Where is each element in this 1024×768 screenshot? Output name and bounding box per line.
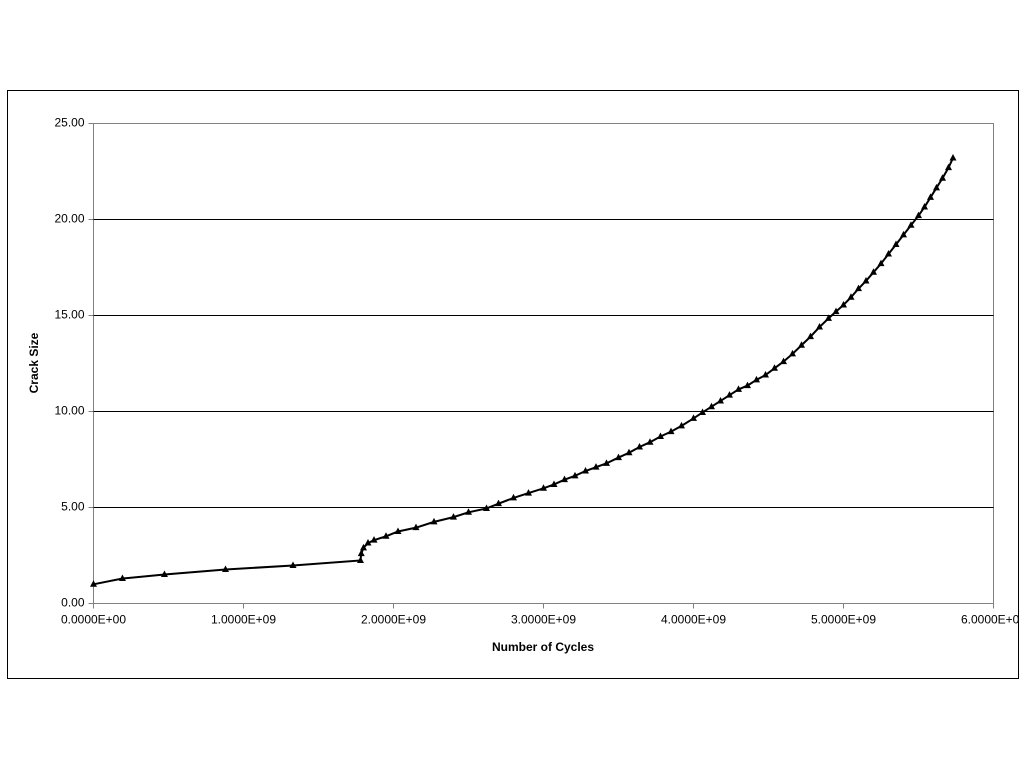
marker bbox=[646, 438, 654, 445]
marker bbox=[870, 268, 877, 275]
marker bbox=[832, 307, 840, 315]
marker bbox=[382, 532, 390, 539]
marker bbox=[816, 323, 823, 330]
y-tick-label: 20.00 bbox=[54, 212, 84, 226]
marker bbox=[289, 561, 297, 568]
y-tick-label: 0.00 bbox=[61, 596, 85, 610]
y-tick-label: 10.00 bbox=[54, 404, 84, 418]
marker bbox=[949, 154, 957, 161]
marker bbox=[699, 408, 706, 415]
x-tick-label: 4.0000E+09 bbox=[661, 613, 726, 627]
marker bbox=[862, 276, 870, 284]
marker bbox=[678, 421, 685, 429]
plot-area bbox=[93, 123, 994, 604]
marker bbox=[357, 549, 365, 557]
marker bbox=[789, 349, 796, 357]
marker bbox=[798, 341, 805, 348]
x-axis-labels: 0.0000E+00 1.0000E+09 2.0000E+09 3.0000E+09… bbox=[61, 613, 1024, 627]
x-tick-label: 3.0000E+09 bbox=[511, 613, 576, 627]
x-tick-label: 6.0000E+09 bbox=[961, 613, 1024, 627]
marker bbox=[945, 163, 952, 171]
x-tick-label: 1.0000E+09 bbox=[211, 613, 276, 627]
marker bbox=[412, 523, 420, 531]
marker bbox=[667, 427, 675, 435]
marker bbox=[571, 471, 579, 479]
marker bbox=[877, 259, 885, 267]
marker bbox=[615, 453, 622, 461]
y-tick-label: 25.00 bbox=[54, 116, 84, 130]
marker bbox=[625, 448, 633, 456]
marker bbox=[915, 211, 922, 219]
marker bbox=[222, 565, 229, 573]
marker bbox=[603, 459, 610, 466]
marker bbox=[933, 183, 940, 191]
marker bbox=[939, 174, 946, 181]
marker bbox=[708, 402, 715, 410]
marker bbox=[483, 504, 490, 511]
marker bbox=[592, 463, 600, 470]
marker bbox=[465, 508, 472, 515]
marker bbox=[892, 240, 900, 247]
marker bbox=[561, 475, 568, 483]
marker bbox=[495, 499, 502, 507]
x-tick-label: 2.0000E+09 bbox=[361, 613, 426, 627]
marker bbox=[364, 539, 372, 546]
marker bbox=[394, 527, 402, 534]
marker bbox=[780, 357, 787, 365]
marker bbox=[921, 203, 928, 210]
marker bbox=[510, 493, 517, 501]
marker bbox=[753, 375, 760, 383]
marker bbox=[360, 543, 367, 551]
marker bbox=[825, 314, 832, 321]
marker bbox=[540, 484, 547, 491]
marker bbox=[744, 381, 751, 389]
marker bbox=[430, 517, 438, 525]
marker bbox=[690, 414, 697, 421]
marker bbox=[907, 221, 915, 228]
marker bbox=[636, 443, 643, 450]
marker bbox=[357, 556, 364, 563]
marker bbox=[582, 467, 589, 474]
marker bbox=[450, 513, 457, 520]
marker bbox=[550, 480, 558, 487]
marker bbox=[855, 284, 862, 292]
marker bbox=[900, 230, 907, 238]
marker bbox=[807, 332, 814, 340]
x-axis-title: Number of Cycles bbox=[492, 640, 594, 654]
y-tick-label: 15.00 bbox=[54, 308, 84, 322]
marker bbox=[840, 300, 847, 308]
x-tick-label: 5.0000E+09 bbox=[811, 613, 876, 627]
y-tick-label: 5.00 bbox=[61, 500, 85, 514]
marker bbox=[885, 250, 892, 257]
marker bbox=[370, 536, 378, 543]
marker bbox=[717, 396, 724, 404]
y-axis-title: Crack Size bbox=[27, 332, 41, 393]
marker bbox=[90, 580, 97, 587]
marker bbox=[525, 489, 532, 496]
x-tick-label: 0.0000E+00 bbox=[61, 613, 126, 627]
marker bbox=[657, 432, 664, 439]
marker bbox=[118, 574, 126, 582]
marker bbox=[771, 364, 778, 371]
marker bbox=[847, 293, 855, 300]
marker bbox=[160, 570, 168, 578]
marker bbox=[726, 391, 733, 398]
marker bbox=[762, 371, 769, 378]
marker bbox=[735, 385, 742, 392]
marker bbox=[927, 193, 934, 200]
